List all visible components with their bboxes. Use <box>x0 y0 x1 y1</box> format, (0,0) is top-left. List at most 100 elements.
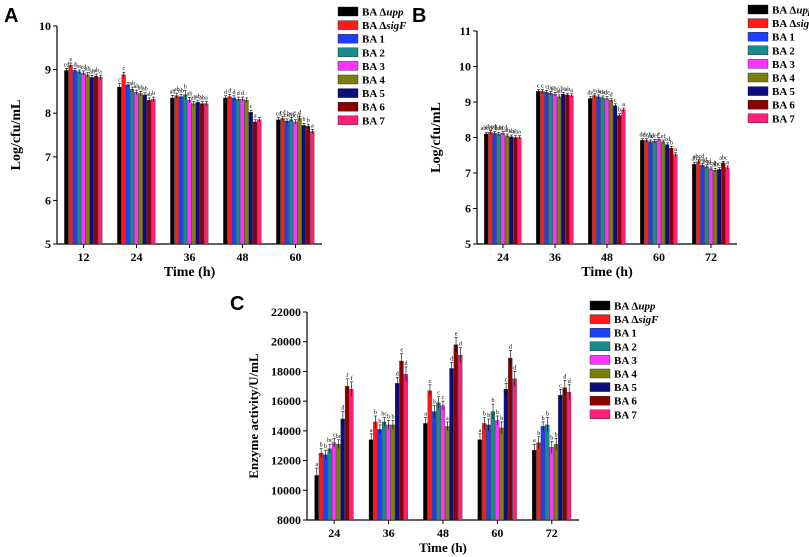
significance-label: bcd <box>499 125 508 131</box>
significance-label: bcd <box>287 112 296 118</box>
bar <box>68 65 73 245</box>
bar <box>549 447 554 521</box>
significance-label: b <box>670 140 673 146</box>
bar <box>500 133 505 245</box>
significance-label: cd <box>492 125 498 131</box>
significance-label: ab <box>85 67 91 73</box>
bar <box>700 165 705 245</box>
bar <box>231 97 236 245</box>
bar <box>377 429 382 521</box>
y-tick-label: 5 <box>465 237 471 251</box>
significance-label: ab <box>129 81 135 87</box>
bar <box>569 95 574 245</box>
significance-label: b <box>537 431 540 437</box>
bar <box>725 167 730 245</box>
legend-swatch <box>589 355 611 365</box>
bar <box>644 140 649 245</box>
bar <box>513 137 518 245</box>
significance-label: de <box>600 90 606 96</box>
y-tick-label: 5 <box>45 237 51 251</box>
significance-label: b <box>374 410 377 416</box>
bar <box>536 442 541 521</box>
bar <box>399 360 404 521</box>
significance-label: a <box>315 462 318 468</box>
bar <box>305 126 311 245</box>
significance-label: d <box>405 361 408 367</box>
legend-label: BA 3 <box>772 59 795 71</box>
significance-label: a <box>99 69 102 75</box>
significance-label: d <box>237 91 240 97</box>
bar <box>621 109 626 245</box>
bar <box>477 439 482 521</box>
significance-label: ab <box>134 84 140 90</box>
legend-swatch <box>589 409 611 419</box>
y-axis-title: Enzyme activity/U/mL <box>246 353 261 479</box>
bar <box>340 418 345 521</box>
legend-swatch <box>337 47 359 57</box>
y-tick-label: 16000 <box>271 394 301 408</box>
significance-label: c <box>250 104 253 110</box>
significance-label: a <box>726 160 729 166</box>
bar <box>199 103 205 245</box>
bar <box>692 163 697 245</box>
significance-label: d <box>228 88 231 94</box>
significance-label: de <box>588 91 594 97</box>
legend-swatch <box>747 45 769 55</box>
significance-label: b <box>320 443 323 449</box>
x-tick-label: 60 <box>290 250 302 264</box>
significance-label: c <box>614 98 617 104</box>
bar <box>301 125 306 245</box>
significance-label: c <box>559 383 562 389</box>
bar <box>544 91 549 245</box>
bar <box>223 97 228 245</box>
significance-label: e <box>658 132 661 138</box>
significance-label: bcd <box>698 157 707 163</box>
significance-label: cd <box>64 62 70 68</box>
bar <box>344 386 350 521</box>
bar <box>484 133 489 245</box>
bar <box>117 86 122 245</box>
significance-label: d <box>396 371 399 377</box>
y-tick-label: 8 <box>45 106 51 120</box>
y-tick-label: 12000 <box>271 454 301 468</box>
bar <box>708 168 713 245</box>
legend-swatch <box>589 314 611 324</box>
significance-label: a <box>622 102 625 108</box>
significance-label: a <box>424 411 427 417</box>
bar <box>545 424 550 521</box>
significance-label: b <box>496 410 499 416</box>
y-tick-label: 18000 <box>271 364 301 378</box>
x-axis-title: Time (h) <box>581 265 633 280</box>
significance-label: bc <box>548 85 554 91</box>
bar <box>151 99 156 245</box>
bar <box>617 115 622 245</box>
significance-label: a <box>674 147 677 153</box>
bar <box>297 118 302 245</box>
legend-label: BA 1 <box>614 328 637 340</box>
bar <box>76 71 82 245</box>
bar <box>660 141 665 245</box>
legend-swatch <box>337 74 359 85</box>
significance-label: b <box>542 416 545 422</box>
bar <box>508 357 513 521</box>
significance-label: bc <box>336 434 342 440</box>
significance-label: b <box>483 411 486 417</box>
significance-label: a <box>311 123 314 129</box>
significance-label: e <box>593 88 596 94</box>
legend-swatch <box>589 341 611 351</box>
legend-label: BA 7 <box>362 115 385 127</box>
bar <box>146 99 152 245</box>
significance-label: bcd <box>715 162 724 168</box>
legend-label: BA Δupp <box>772 5 809 17</box>
legend-label: BA 3 <box>614 355 637 367</box>
x-tick-label: 72 <box>546 526 558 540</box>
bar <box>204 103 209 245</box>
bar <box>517 137 522 245</box>
significance-label: c <box>122 66 125 72</box>
significance-label: c <box>118 78 121 84</box>
significance-label: a <box>533 438 536 444</box>
bar <box>336 444 341 521</box>
bar <box>89 77 94 245</box>
